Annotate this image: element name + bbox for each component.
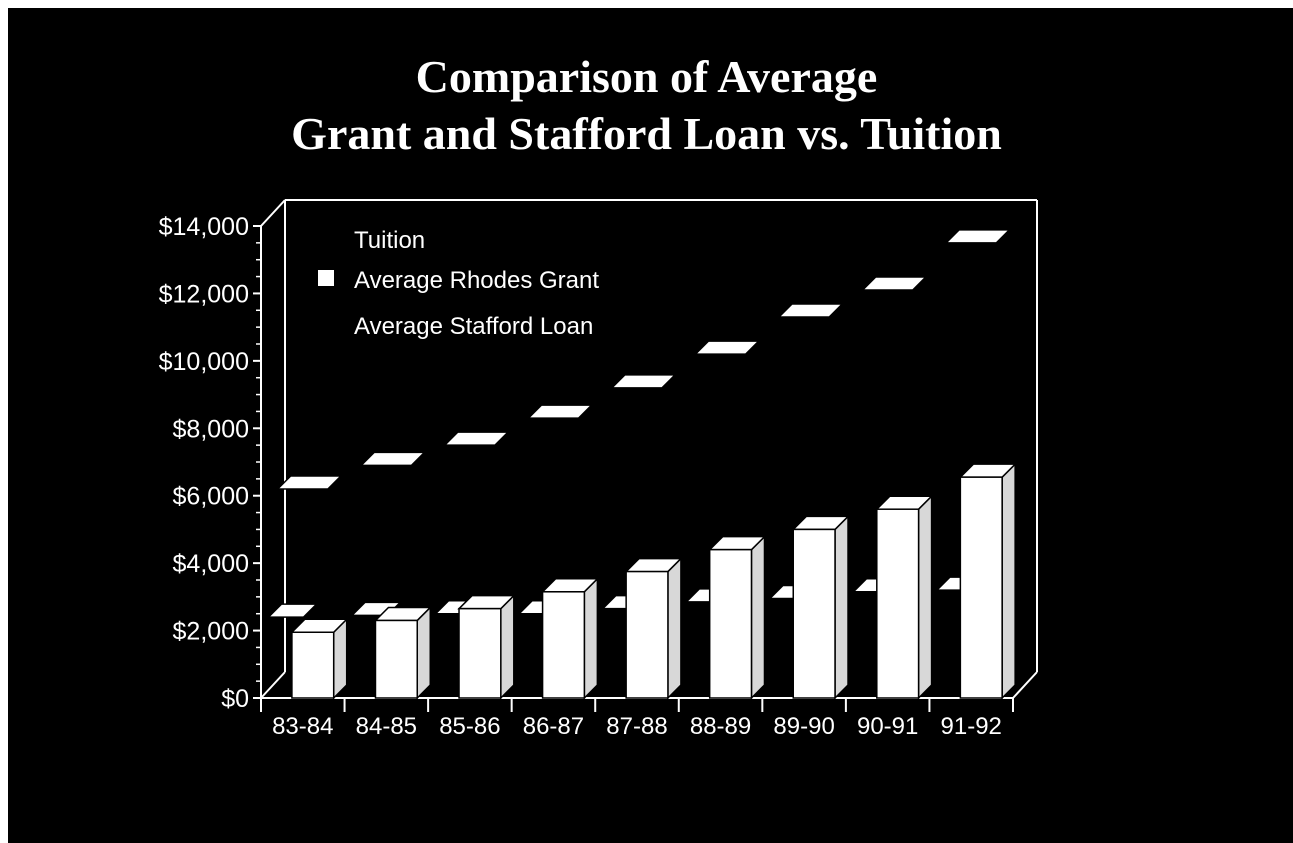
y-tick-label: $14,000 <box>159 213 249 241</box>
bar-front-face <box>708 548 753 699</box>
bar-front-face <box>541 591 586 699</box>
legend-label-stafford-loan: Average Stafford Loan <box>354 313 593 340</box>
tuition-plate <box>693 340 761 355</box>
legend-label-rhodes-grant: Average Rhodes Grant <box>354 267 599 294</box>
x-axis: 83-84 84-85 85-86 86-87 87-88 88-89 89-90 90-91… <box>260 697 1014 740</box>
floor-right-edge <box>1012 671 1038 699</box>
y-tick-label: $8,000 <box>173 415 249 443</box>
floor-left-edge <box>260 671 286 699</box>
bar-front-face <box>374 619 418 699</box>
rhodes-grant-bar <box>958 462 1017 700</box>
rhodes-grant-bar <box>707 534 767 700</box>
bar-front-face <box>876 508 920 699</box>
y-tick-label: $4,000 <box>173 550 249 578</box>
legend-swatch-rhodes-grant <box>318 270 334 286</box>
bar-side-face <box>1001 462 1016 700</box>
y-tick-label: $12,000 <box>159 280 249 308</box>
rhodes-grant-bar <box>290 617 349 700</box>
y-tick-label: $6,000 <box>173 483 249 511</box>
rhodes-grant-bar <box>791 514 850 700</box>
bar-front-face <box>458 607 502 699</box>
legend-label-tuition: Tuition <box>354 227 425 254</box>
rhodes-grant-bar <box>874 494 934 700</box>
x-tick-label: 90-91 <box>857 713 918 740</box>
chart-title-line-1: Comparison of Average <box>415 51 878 102</box>
y-tick-label: $0 <box>221 685 249 713</box>
x-tick-label: 83-84 <box>272 713 333 740</box>
chart-title-line-2: Grant and Stafford Loan vs. Tuition <box>291 108 1002 159</box>
rhodes-grant-bar <box>624 556 683 700</box>
top-depth-edge <box>260 199 286 227</box>
tuition-plate <box>359 451 427 467</box>
chart-marks <box>266 229 1017 700</box>
rhodes-grant-bar <box>457 593 516 700</box>
bar-side-face <box>667 556 682 700</box>
rhodes-grant-bar <box>540 576 600 700</box>
bar-front-face <box>625 570 669 699</box>
tuition-plate <box>275 475 343 490</box>
stafford-loan-plate <box>266 603 319 618</box>
y-tick-label: $10,000 <box>159 348 249 376</box>
bar-side-face <box>500 593 515 700</box>
x-tick-label: 86-87 <box>523 713 584 740</box>
chart-frame <box>260 199 1038 699</box>
bar-side-face <box>583 576 599 700</box>
x-tick-label: 89-90 <box>773 713 834 740</box>
tuition-plate <box>526 404 594 419</box>
tuition-plate <box>443 431 510 446</box>
bar-side-face <box>416 605 431 700</box>
bar-side-face <box>834 514 849 700</box>
bar-front-face <box>959 476 1003 699</box>
tuition-plate <box>777 303 844 318</box>
x-tick-label: 84-85 <box>356 713 417 740</box>
rhodes-grant-bar <box>373 605 433 700</box>
tuition-plate <box>860 276 928 291</box>
tuition-plate <box>610 374 677 389</box>
x-tick-label: 88-89 <box>690 713 751 740</box>
tuition-plate <box>944 229 1012 244</box>
y-axis: $0 $2,000 $4,000 $6,000 $8,000 $10,000 $12,000… <box>159 213 262 713</box>
x-tick-label: 85-86 <box>439 713 500 740</box>
bar-front-face <box>792 528 836 699</box>
y-tick-label: $2,000 <box>173 618 249 646</box>
x-tick-label: 87-88 <box>606 713 667 740</box>
bar-side-face <box>917 494 933 700</box>
x-tick-label: 91-92 <box>941 713 1002 740</box>
legend: Tuition Average Rhodes Grant Average Sta… <box>318 227 599 340</box>
bar-front-face <box>291 631 335 699</box>
bar-side-face <box>750 534 766 700</box>
slide-background <box>8 8 1293 843</box>
